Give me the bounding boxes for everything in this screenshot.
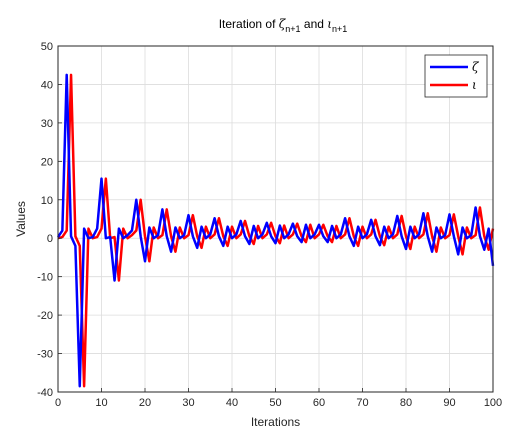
y-tick-label: -10: [37, 272, 53, 284]
x-axis-label: Iterations: [251, 415, 300, 429]
x-tick-label: 50: [269, 397, 281, 409]
y-tick-label: -40: [37, 387, 53, 399]
x-tick-label: 30: [182, 397, 194, 409]
series-line-iota: [57, 73, 495, 388]
y-axis-label: Values: [14, 201, 28, 237]
axis-ticks: [57, 45, 494, 393]
chart-title: Iteration of ζn+1 and ιn+1: [219, 17, 348, 34]
legend: ζ ι: [424, 54, 488, 98]
series-layer: [56, 73, 495, 388]
x-tick-label: 80: [400, 397, 412, 409]
y-tick-label: 20: [41, 156, 53, 168]
legend-label-iota: ι: [472, 78, 477, 92]
y-tick-labels: -40 -30 -20 -10 0 10 20 30 40 50: [37, 41, 53, 399]
x-tick-label: 70: [356, 397, 368, 409]
x-tick-label: 40: [226, 397, 238, 409]
y-tick-label: 50: [41, 41, 53, 53]
x-tick-label: 10: [95, 397, 107, 409]
y-tick-label: -30: [37, 349, 53, 361]
x-tick-label: 60: [313, 397, 325, 409]
y-tick-label: 40: [41, 79, 53, 91]
x-tick-label: 0: [55, 397, 61, 409]
y-tick-label: -20: [37, 310, 53, 322]
x-tick-label: 20: [139, 397, 151, 409]
legend-label-zeta: ζ: [472, 60, 480, 74]
x-tick-labels: 0 10 20 30 40 50 60 70 80 90 100: [55, 397, 502, 409]
x-tick-label: 90: [443, 397, 455, 409]
y-tick-label: 10: [41, 195, 53, 207]
y-tick-label: 0: [47, 233, 53, 245]
x-tick-label: 100: [484, 397, 502, 409]
legend-box: [424, 54, 488, 98]
series-line-zeta: [56, 73, 495, 388]
y-tick-label: 30: [41, 118, 53, 130]
